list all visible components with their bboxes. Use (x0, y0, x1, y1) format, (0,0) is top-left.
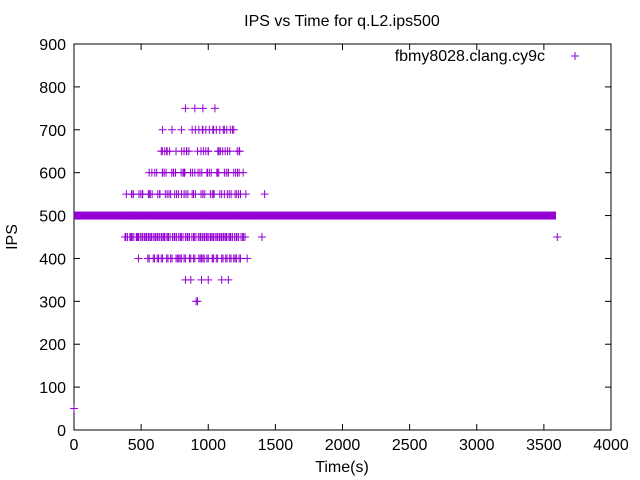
data-point (244, 211, 253, 220)
data-point (181, 104, 190, 113)
data-point (193, 297, 202, 306)
data-point (168, 125, 177, 134)
data-point (224, 275, 233, 284)
x-tick-label: 2500 (392, 437, 428, 454)
data-point (158, 125, 167, 134)
data-point (204, 275, 213, 284)
x-tick-label: 1000 (190, 437, 226, 454)
data-point (172, 211, 181, 220)
x-tick-label: 1500 (258, 437, 294, 454)
x-tick-label: 500 (128, 437, 155, 454)
y-tick-label: 600 (39, 166, 66, 183)
data-point (225, 211, 234, 220)
data-point (177, 125, 186, 134)
data-point (236, 190, 245, 199)
x-tick-label: 3000 (459, 437, 495, 454)
data-point (161, 211, 170, 220)
data-point (260, 190, 269, 199)
data-point (241, 233, 250, 241)
data-point (204, 147, 213, 156)
legend: fbmy8028.clang.cy9c (395, 48, 579, 65)
y-axis-label: IPS (4, 224, 21, 250)
series-fbmy8028 (70, 104, 562, 413)
data-point (130, 211, 139, 220)
data-point (236, 211, 245, 220)
data-point (184, 147, 193, 156)
data-point (198, 104, 207, 113)
y-tick-label: 0 (57, 423, 66, 440)
data-point (217, 275, 226, 284)
y-tick-label: 900 (39, 37, 66, 54)
y-tick-label: 300 (39, 294, 66, 311)
x-tick-label: 0 (70, 437, 79, 454)
data-point (239, 168, 248, 177)
x-tick-label: 2000 (325, 437, 361, 454)
data-point (223, 147, 232, 156)
y-tick-label: 200 (39, 337, 66, 354)
data-point (186, 275, 195, 284)
y-axis-ticks: 0 100 200 300 400 500 600 700 800 900 (39, 37, 611, 440)
data-point (134, 254, 143, 263)
chart-title: IPS vs Time for q.L2.ips500 (244, 13, 440, 30)
data-point (235, 147, 244, 156)
data-point (257, 233, 266, 241)
x-axis-ticks: 0 500 1000 1500 2000 2500 3000 3500 4000 (70, 44, 629, 454)
data-point (236, 254, 245, 263)
data-point (210, 104, 219, 113)
data-point (182, 211, 191, 220)
data-point (150, 211, 159, 220)
legend-label: fbmy8028.clang.cy9c (395, 48, 545, 65)
data-point (243, 254, 252, 263)
data-point (139, 211, 148, 220)
data-point (197, 275, 206, 284)
x-axis-label: Time(s) (315, 459, 369, 476)
data-point (190, 104, 199, 113)
x-tick-label: 3500 (526, 437, 562, 454)
x-tick-label: 4000 (593, 437, 629, 454)
data-point (70, 404, 78, 413)
y-tick-label: 800 (39, 80, 66, 97)
y-tick-label: 100 (39, 380, 66, 397)
data-point (204, 211, 213, 220)
legend-marker (571, 52, 579, 60)
data-point (214, 211, 223, 220)
data-point (193, 211, 202, 220)
data-point (553, 233, 562, 241)
dense-band-500 (74, 211, 556, 220)
data-point (165, 147, 174, 156)
y-tick-label: 700 (39, 123, 66, 140)
data-point (229, 125, 238, 134)
y-tick-label: 500 (39, 209, 66, 226)
y-tick-label: 400 (39, 251, 66, 268)
